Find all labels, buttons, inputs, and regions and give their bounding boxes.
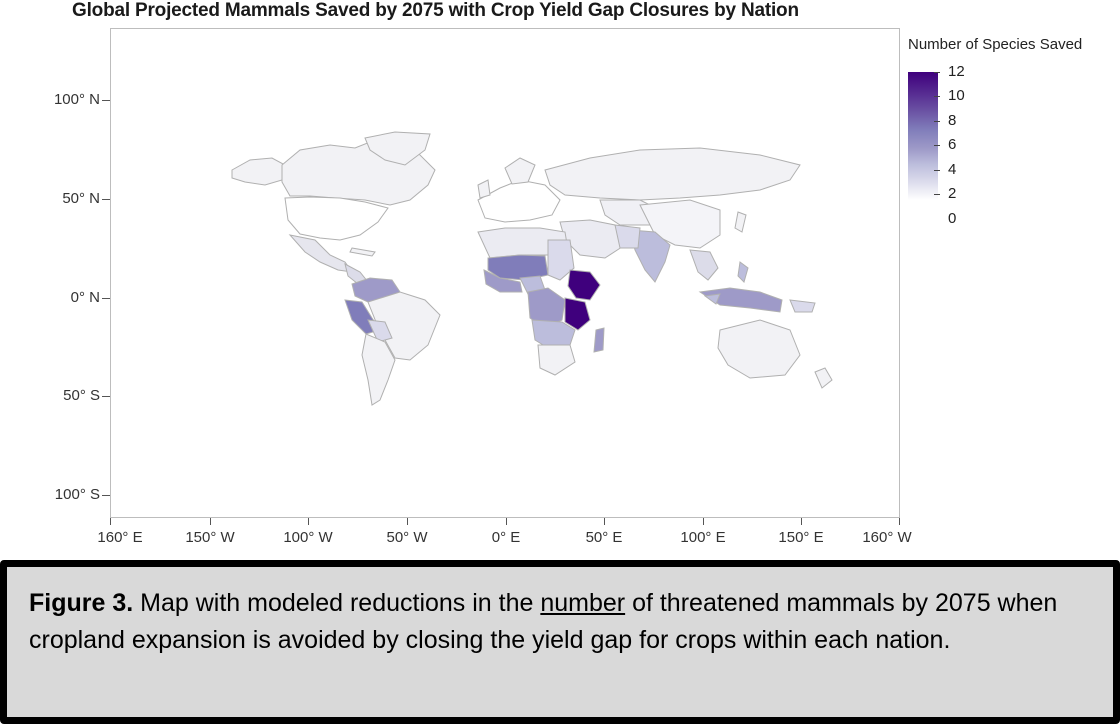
y-tick-mark	[102, 298, 110, 299]
legend-tick-mark	[934, 96, 940, 97]
x-tick-label: 160° W	[862, 529, 912, 546]
x-tick-label: 50° E	[585, 529, 623, 546]
country-kenya-tanzania	[564, 297, 591, 331]
legend-title: Number of Species Saved	[908, 36, 1083, 53]
legend-label: 10	[948, 87, 965, 104]
figure-caption: Figure 3. Map with modeled reductions in…	[0, 560, 1120, 724]
country-india	[629, 229, 671, 283]
y-tick-label: 100° N	[53, 91, 100, 108]
country-west-africa	[483, 269, 523, 293]
country-greenland	[364, 131, 431, 166]
x-tick-label: 0° E	[491, 529, 521, 546]
y-tick-mark	[102, 396, 110, 397]
legend-tick-mark	[934, 72, 940, 73]
x-tick-mark	[308, 518, 309, 525]
country-bolivia	[367, 319, 393, 343]
legend-tick-mark	[934, 145, 940, 146]
x-tick-label: 150° W	[185, 529, 235, 546]
country-australia	[717, 319, 801, 379]
x-tick-mark	[110, 518, 111, 525]
legend-label: 6	[948, 136, 957, 153]
x-tick-mark	[506, 518, 507, 525]
legend-tick-mark	[934, 121, 940, 122]
legend-label: 8	[948, 112, 957, 129]
country-papua	[789, 299, 816, 313]
x-tick-label: 160° E	[97, 529, 143, 546]
legend-label: 4	[948, 161, 957, 178]
caption-text-before: Map with modeled reductions in the	[133, 589, 541, 617]
country-usa	[284, 196, 389, 241]
country-madagascar	[593, 327, 605, 353]
country-scandinavia	[504, 157, 536, 185]
caption-figure-label: Figure 3.	[29, 589, 134, 617]
world-map	[231, 131, 833, 406]
legend-tick-mark	[934, 170, 940, 171]
country-central-africa	[527, 287, 566, 329]
country-afghanistan-pakistan	[614, 224, 641, 249]
legend-tick-mark	[934, 194, 940, 195]
x-tick-mark	[703, 518, 704, 525]
y-tick-label: 100° S	[54, 486, 100, 503]
legend-color-scale	[908, 72, 938, 200]
x-tick-label: 100° E	[680, 529, 726, 546]
country-alaska	[231, 157, 286, 186]
country-southern-africa	[537, 344, 576, 376]
y-tick-label: 0° N	[70, 289, 100, 306]
y-tick-label: 50° S	[63, 387, 100, 404]
country-mexico	[288, 234, 354, 273]
x-tick-mark	[407, 518, 408, 525]
x-tick-label: 50° W	[386, 529, 428, 546]
country-uk	[477, 179, 491, 199]
country-malaysia	[703, 293, 721, 305]
x-tick-mark	[210, 518, 211, 525]
y-tick-mark	[102, 100, 110, 101]
country-europe	[477, 179, 561, 223]
country-southeast-asia	[689, 249, 719, 281]
y-tick-mark	[102, 199, 110, 200]
caption-text-after: of threatened mammals by 2075 when cropl…	[29, 589, 1058, 654]
country-cuba	[349, 247, 376, 257]
x-tick-mark	[801, 518, 802, 525]
country-argentina-chile	[361, 333, 396, 406]
y-tick-mark	[102, 495, 110, 496]
x-tick-mark	[899, 518, 900, 525]
caption-underlined-word: number	[540, 589, 626, 617]
y-tick-label: 50° N	[62, 190, 100, 207]
x-tick-mark	[604, 518, 605, 525]
country-sudan	[547, 239, 575, 281]
legend-label: 2	[948, 185, 957, 202]
x-tick-label: 100° W	[283, 529, 333, 546]
legend-label: 0	[948, 210, 957, 227]
country-russia	[544, 147, 801, 201]
x-tick-label: 150° E	[778, 529, 824, 546]
country-philippines	[737, 261, 749, 283]
legend-label: 12	[948, 63, 965, 80]
country-new-zealand	[814, 367, 833, 389]
country-ethiopia	[567, 269, 601, 301]
map-title: Global Projected Mammals Saved by 2075 w…	[72, 0, 799, 21]
country-japan	[734, 211, 747, 233]
